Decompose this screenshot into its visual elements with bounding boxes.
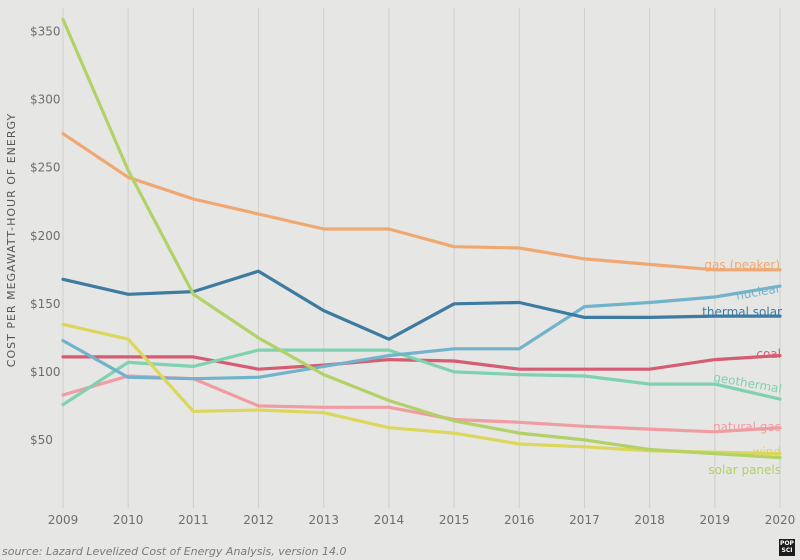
y-axis-label: COST PER MEGAWATT-HOUR OF ENERGY — [5, 113, 18, 367]
y-tick-label: $300 — [30, 93, 61, 107]
x-tick-label: 2018 — [634, 513, 665, 527]
source-note: source: Lazard Levelized Cost of Energy … — [2, 545, 347, 558]
y-tick-label: $150 — [30, 297, 61, 311]
series-label-coal: coal — [756, 347, 781, 361]
x-tick-label: 2009 — [48, 513, 79, 527]
y-tick-label: $100 — [30, 365, 61, 379]
x-tick-label: 2010 — [113, 513, 144, 527]
series-line-wind — [61, 322, 782, 456]
popsci-logo: POP SCI — [779, 539, 795, 556]
y-tick-label: $250 — [30, 161, 61, 175]
x-tick-label: 2013 — [308, 513, 339, 527]
logo-line-2: SCI — [781, 547, 793, 554]
series-line-geothermal — [61, 348, 782, 407]
y-tick-label: $200 — [30, 229, 61, 243]
x-tick-label: 2017 — [569, 513, 600, 527]
series-label-wind: wind — [753, 445, 781, 459]
series-labels: natural gascoalgeothermalnuclearthermal … — [702, 258, 783, 477]
x-tick-label: 2015 — [439, 513, 470, 527]
series-label-thermal-solar: thermal solar — [702, 305, 782, 319]
series-line-nuclear — [61, 284, 782, 381]
x-tick-label: 2016 — [504, 513, 535, 527]
x-tick-label: 2014 — [374, 513, 405, 527]
x-tick-label: 2012 — [243, 513, 274, 527]
x-tick-label: 2011 — [178, 513, 209, 527]
series-label-gas-peaker: gas (peaker) — [704, 258, 780, 272]
series-label-solar-panels: solar panels — [708, 463, 781, 477]
series-label-natural-gas: natural gas — [713, 420, 781, 434]
series-lines — [61, 17, 782, 460]
y-axis-ticks: $50 $100 $150 $200 $250 $300 $350 — [30, 25, 61, 447]
x-axis-ticks: 2009 2010 2011 2012 2013 2014 2015 2016 2017 2018… — [48, 513, 796, 527]
x-tick-label: 2019 — [700, 513, 731, 527]
y-tick-label: $50 — [30, 433, 53, 447]
series-line-gas-peaker — [61, 132, 782, 272]
series-line-thermal-solar — [61, 269, 782, 341]
series-label-nuclear: nuclear — [735, 281, 782, 303]
series-line-solar-panels — [61, 17, 782, 460]
x-tick-label: 2020 — [765, 513, 796, 527]
y-tick-label: $350 — [30, 25, 61, 39]
logo-line-1: POP — [780, 540, 794, 547]
gridlines — [62, 8, 781, 508]
